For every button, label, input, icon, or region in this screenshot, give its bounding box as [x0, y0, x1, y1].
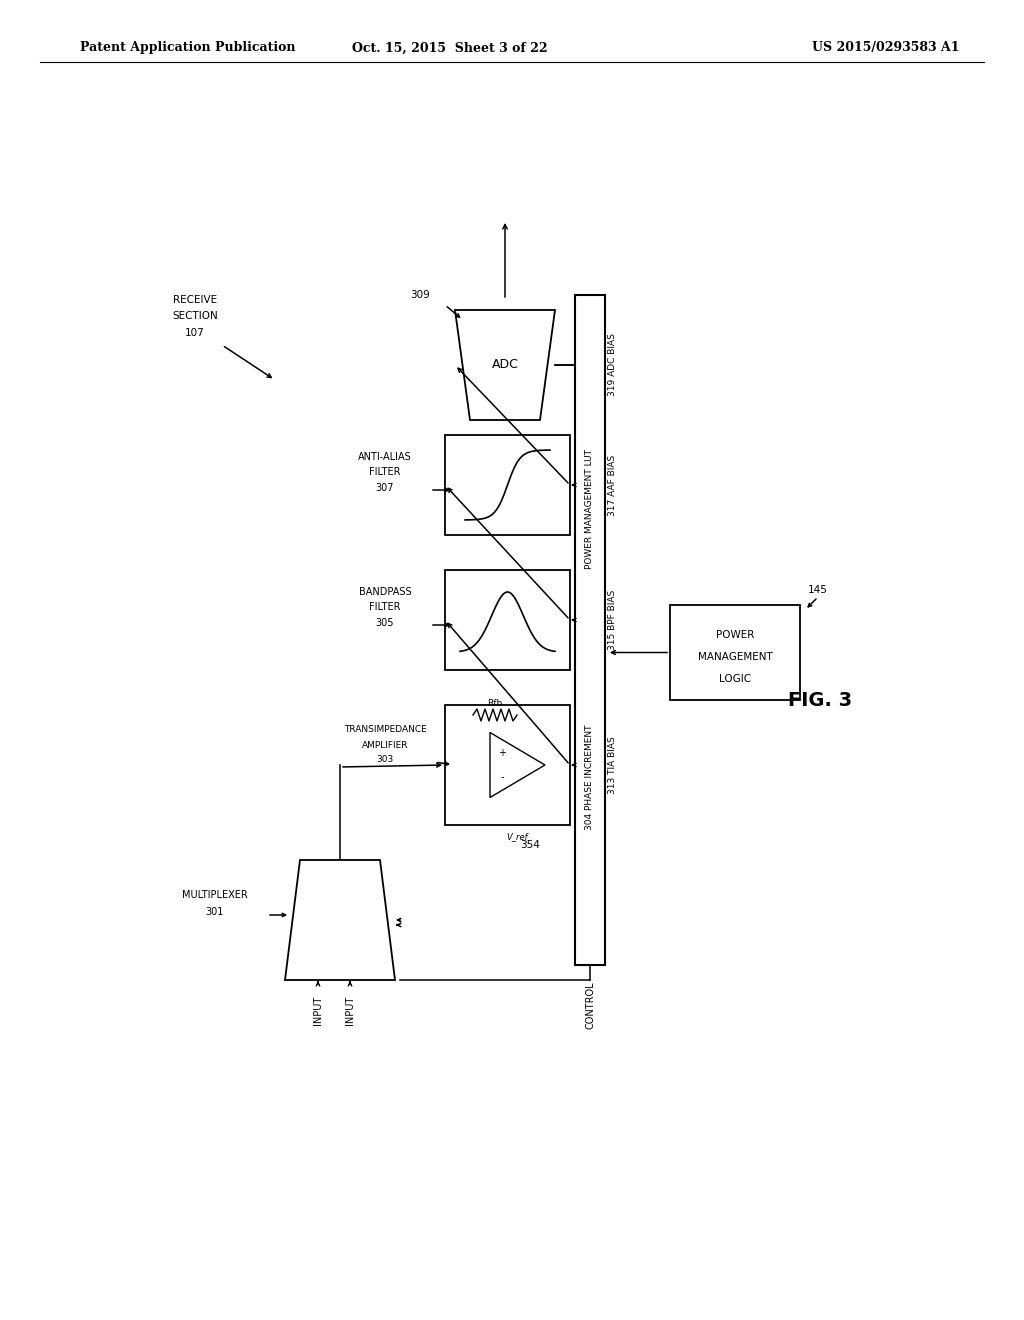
Polygon shape	[490, 733, 545, 797]
Text: MANAGEMENT: MANAGEMENT	[697, 652, 772, 663]
Text: RECEIVE: RECEIVE	[173, 294, 217, 305]
Text: CONTROL: CONTROL	[585, 981, 595, 1028]
Text: -: -	[501, 772, 504, 781]
Text: 309: 309	[411, 290, 430, 300]
Bar	[445, 436, 570, 535]
Text: 303: 303	[377, 755, 393, 764]
Text: TRANSIMPEDANCE: TRANSIMPEDANCE	[344, 726, 426, 734]
Polygon shape	[285, 861, 395, 979]
Text: 301: 301	[206, 907, 224, 917]
Text: INPUT: INPUT	[313, 995, 323, 1024]
Text: SECTION: SECTION	[172, 312, 218, 321]
Text: ANTI-ALIAS: ANTI-ALIAS	[358, 451, 412, 462]
Text: LOGIC: LOGIC	[719, 675, 751, 684]
Text: 315 BPF BIAS: 315 BPF BIAS	[608, 590, 617, 651]
Text: Rfb: Rfb	[487, 698, 503, 708]
Bar	[575, 294, 605, 965]
Text: FILTER: FILTER	[370, 602, 400, 612]
Text: 305: 305	[376, 618, 394, 628]
Text: ADC: ADC	[492, 359, 518, 371]
Text: MULTIPLEXER: MULTIPLEXER	[182, 890, 248, 900]
Bar	[445, 570, 570, 671]
Text: 313 TIA BIAS: 313 TIA BIAS	[608, 737, 617, 793]
Text: 304 PHASE INCREMENT: 304 PHASE INCREMENT	[586, 725, 595, 830]
Text: 319 ADC BIAS: 319 ADC BIAS	[608, 334, 617, 396]
Text: Patent Application Publication: Patent Application Publication	[80, 41, 296, 54]
Text: +: +	[498, 748, 506, 758]
Bar	[670, 605, 800, 700]
Text: POWER: POWER	[716, 631, 755, 640]
Text: V_ref: V_ref	[507, 833, 528, 842]
Text: POWER MANAGEMENT LUT: POWER MANAGEMENT LUT	[586, 449, 595, 569]
Text: INPUT: INPUT	[345, 995, 355, 1024]
Text: 354: 354	[520, 840, 540, 850]
Text: Oct. 15, 2015  Sheet 3 of 22: Oct. 15, 2015 Sheet 3 of 22	[352, 41, 548, 54]
Text: BANDPASS: BANDPASS	[358, 587, 412, 597]
Text: 307: 307	[376, 483, 394, 492]
Text: 107: 107	[185, 327, 205, 338]
Text: FIG. 3: FIG. 3	[787, 690, 852, 710]
Text: AMPLIFIER: AMPLIFIER	[361, 741, 409, 750]
Text: FILTER: FILTER	[370, 467, 400, 477]
Text: US 2015/0293583 A1: US 2015/0293583 A1	[812, 41, 961, 54]
Text: 317 AAF BIAS: 317 AAF BIAS	[608, 454, 617, 516]
Text: 145: 145	[808, 585, 828, 595]
Bar	[445, 705, 570, 825]
Polygon shape	[455, 310, 555, 420]
